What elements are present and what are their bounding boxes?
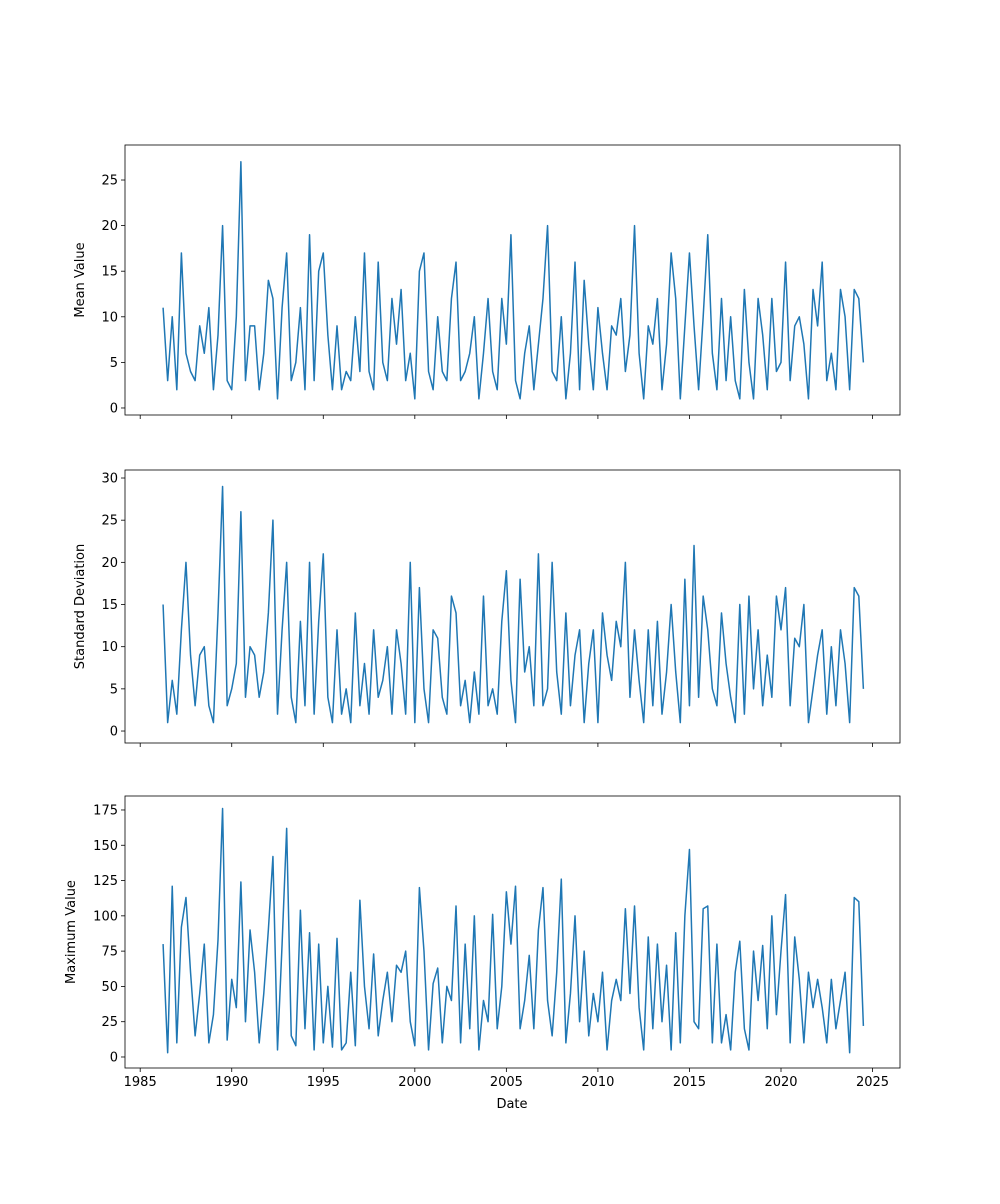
y-tick-label: 25 <box>101 174 118 189</box>
x-tick-label: 2020 <box>764 1075 797 1090</box>
y-tick-label: 15 <box>101 598 118 613</box>
data-line <box>162 485 865 724</box>
y-tick-label: 30 <box>101 472 118 487</box>
axes-frame <box>124 795 901 1069</box>
x-tick-label: 1995 <box>307 1075 340 1090</box>
y-tick-label: 150 <box>93 839 118 854</box>
y-tick-label: 20 <box>101 219 118 234</box>
y-tick-label: 10 <box>101 310 118 325</box>
x-tick-label: 2000 <box>398 1075 431 1090</box>
axes-frame <box>124 144 901 416</box>
y-tick-label: 175 <box>93 803 118 818</box>
y-tick-label: 100 <box>93 909 118 924</box>
y-tick-label: 10 <box>101 640 118 655</box>
x-axis-label: Date <box>496 1097 527 1112</box>
y-tick-label: 125 <box>93 874 118 889</box>
x-tick-label: 2015 <box>673 1075 706 1090</box>
x-tick-label: 1985 <box>124 1075 157 1090</box>
y-tick-label: 20 <box>101 556 118 571</box>
data-line <box>162 161 865 400</box>
data-line <box>162 807 865 1054</box>
y-tick-label: 0 <box>110 401 118 416</box>
y-tick-label: 5 <box>110 356 118 371</box>
y-tick-label: 50 <box>101 980 118 995</box>
y-tick-label: 0 <box>110 725 118 740</box>
y-axis-label: Standard Deviation <box>73 544 88 669</box>
y-axis-label: Mean Value <box>73 242 88 317</box>
y-tick-label: 25 <box>101 514 118 529</box>
axes-frame <box>124 469 901 744</box>
x-tick-label: 2010 <box>581 1075 614 1090</box>
y-axis-label: Maximum Value <box>64 880 79 984</box>
y-tick-label: 75 <box>101 945 118 960</box>
y-tick-label: 5 <box>110 682 118 697</box>
x-tick-label: 2005 <box>490 1075 523 1090</box>
y-tick-label: 25 <box>101 1015 118 1030</box>
y-tick-label: 15 <box>101 265 118 280</box>
y-tick-label: 0 <box>110 1050 118 1065</box>
x-tick-label: 2025 <box>856 1075 889 1090</box>
x-tick-label: 1990 <box>215 1075 248 1090</box>
